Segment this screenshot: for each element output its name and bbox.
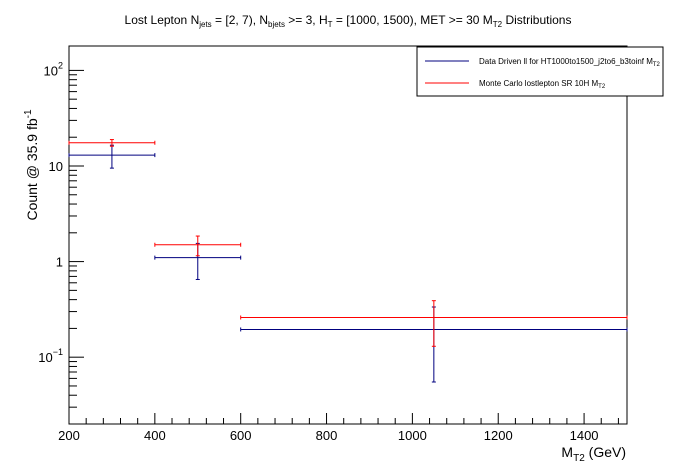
x-axis-label-sub: T2 bbox=[573, 453, 585, 464]
x-tick-label: 200 bbox=[58, 428, 80, 443]
title-part-2: = [2, 7), N bbox=[212, 13, 268, 27]
y-tick-label-base: 10 bbox=[44, 63, 58, 78]
title-sub-2: bjets bbox=[268, 20, 285, 29]
chart-title: Lost Lepton Njets = [2, 7), Nbjets >= 3,… bbox=[125, 13, 572, 29]
y-axis-label-sup: -1 bbox=[23, 109, 34, 118]
title-part-1: Lost Lepton N bbox=[125, 13, 200, 27]
x-axis-label: MT2 (GeV) bbox=[561, 444, 626, 464]
title-sub-3: T bbox=[328, 20, 333, 29]
y-axis-label: Count @ 35.9 fb-1 bbox=[23, 109, 40, 221]
x-tick-label: 1400 bbox=[570, 428, 599, 443]
title-part-5: Distributions bbox=[502, 13, 571, 27]
title-part-4: = [1000, 1500), MET >= 30 M bbox=[333, 13, 493, 27]
x-tick-label: 1000 bbox=[398, 428, 427, 443]
y-tick-label-base: 10 bbox=[38, 350, 52, 365]
y-tick-label-base: 1 bbox=[56, 255, 63, 270]
data-series bbox=[68, 139, 628, 383]
legend-label-monte-carlo: Monte Carlo lostlepton SR 10H MT2 bbox=[479, 79, 606, 90]
legend-label-data-driven-main: Data Driven ll for HT1000to1500_j2to6_b3… bbox=[479, 57, 653, 66]
legend: Data Driven ll for HT1000to1500_j2to6_b3… bbox=[416, 46, 664, 97]
y-tick-label: 10−1 bbox=[38, 347, 63, 365]
title-sub-1: jets bbox=[198, 20, 211, 29]
x-tick-label: 1200 bbox=[484, 428, 513, 443]
y-tick-label-base: 10 bbox=[49, 159, 63, 174]
y-tick-label: 102 bbox=[44, 60, 63, 78]
x-tick-label: 600 bbox=[230, 428, 252, 443]
legend-label-data-driven-sub: T2 bbox=[653, 62, 661, 68]
x-tick-label: 400 bbox=[144, 428, 166, 443]
legend-box bbox=[416, 46, 664, 97]
y-tick-label: 1 bbox=[56, 255, 63, 270]
x-axis-label-main: M bbox=[561, 444, 573, 460]
y-axis-label-main: Count @ 35.9 fb bbox=[24, 118, 40, 220]
y-tick-label-exponent: 2 bbox=[58, 60, 63, 70]
legend-label-data-driven: Data Driven ll for HT1000to1500_j2to6_b3… bbox=[479, 57, 661, 68]
x-tick-label: 800 bbox=[316, 428, 338, 443]
y-tick-label: 10 bbox=[49, 159, 63, 174]
title-sub-4: T2 bbox=[493, 20, 503, 29]
legend-label-monte-carlo-main: Monte Carlo lostlepton SR 10H M bbox=[479, 79, 599, 88]
title-part-3: >= 3, H bbox=[285, 13, 328, 27]
legend-label-monte-carlo-sub: T2 bbox=[598, 84, 606, 90]
y-tick-label-exponent: −1 bbox=[53, 347, 63, 357]
plot-frame bbox=[68, 45, 628, 425]
x-axis-label-unit: (GeV) bbox=[585, 444, 626, 460]
